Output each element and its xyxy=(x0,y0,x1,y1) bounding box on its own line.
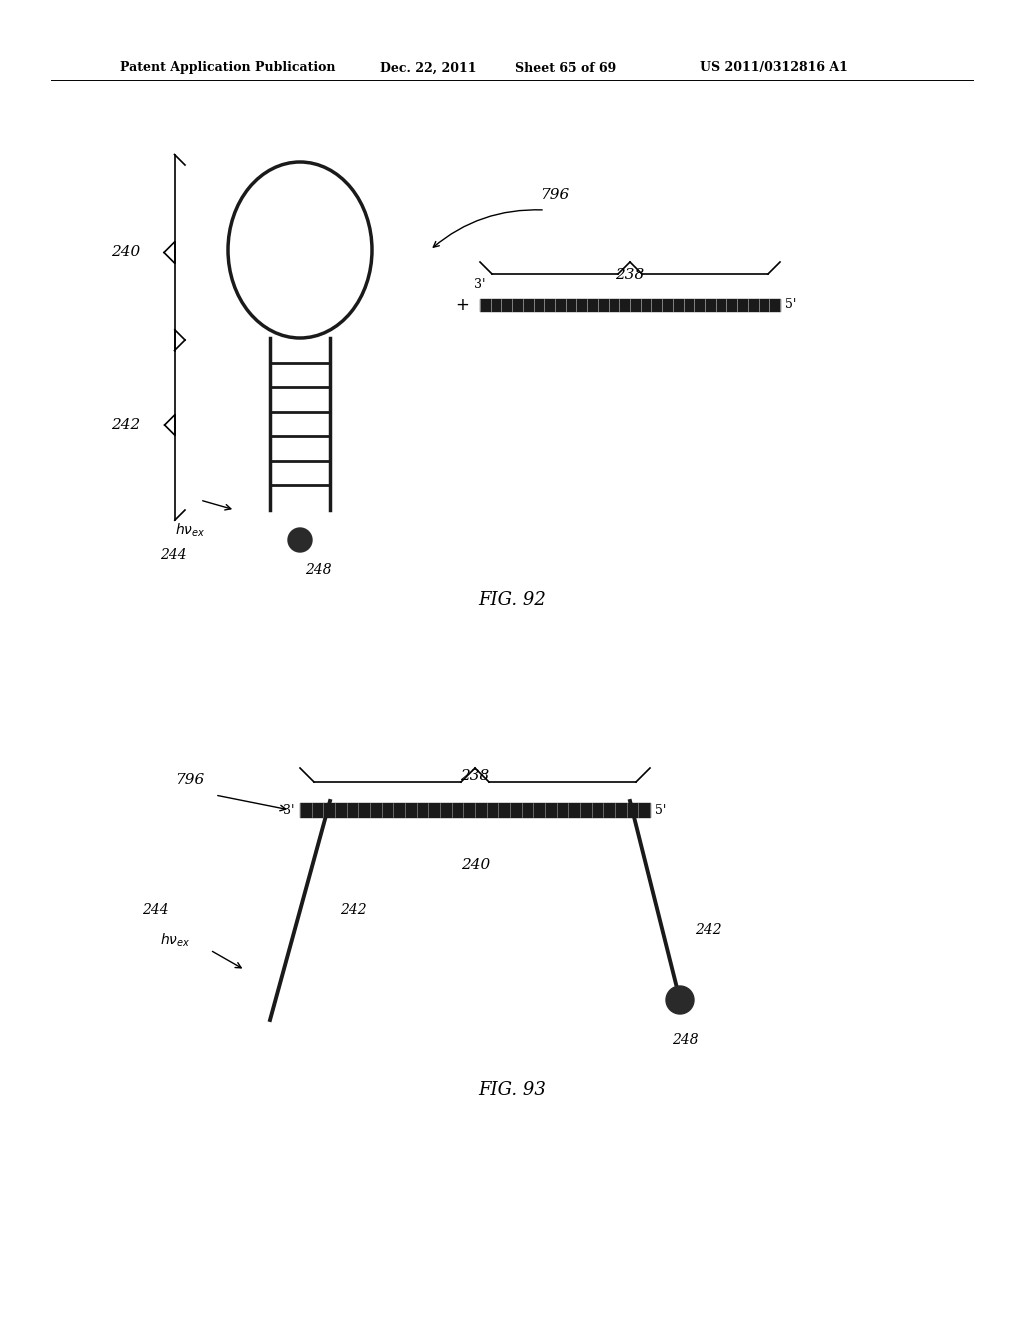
Text: $h\nu_{ex}$: $h\nu_{ex}$ xyxy=(175,521,205,539)
Text: 3': 3' xyxy=(284,804,295,817)
Circle shape xyxy=(288,528,312,552)
Text: Sheet 65 of 69: Sheet 65 of 69 xyxy=(515,62,616,74)
Text: 244: 244 xyxy=(141,903,168,917)
Text: 242: 242 xyxy=(695,923,722,937)
Text: 5': 5' xyxy=(785,298,797,312)
Text: 238: 238 xyxy=(615,268,645,282)
Text: Patent Application Publication: Patent Application Publication xyxy=(120,62,336,74)
Text: 240: 240 xyxy=(462,858,490,873)
Text: 5': 5' xyxy=(655,804,667,817)
Text: 796: 796 xyxy=(540,187,569,202)
Text: +: + xyxy=(455,296,469,314)
Text: 248: 248 xyxy=(305,564,332,577)
Text: US 2011/0312816 A1: US 2011/0312816 A1 xyxy=(700,62,848,74)
Text: 242: 242 xyxy=(111,418,140,432)
Text: 796: 796 xyxy=(175,774,204,787)
Text: FIG. 92: FIG. 92 xyxy=(478,591,546,609)
Text: FIG. 93: FIG. 93 xyxy=(478,1081,546,1100)
Text: Dec. 22, 2011: Dec. 22, 2011 xyxy=(380,62,476,74)
Circle shape xyxy=(666,986,694,1014)
Text: 242: 242 xyxy=(340,903,367,917)
Text: $h\nu_{ex}$: $h\nu_{ex}$ xyxy=(160,932,190,949)
Text: 3': 3' xyxy=(474,279,485,290)
Text: 244: 244 xyxy=(160,548,186,562)
Text: 248: 248 xyxy=(672,1034,698,1047)
Text: 238: 238 xyxy=(461,770,489,783)
Text: 240: 240 xyxy=(111,246,140,260)
